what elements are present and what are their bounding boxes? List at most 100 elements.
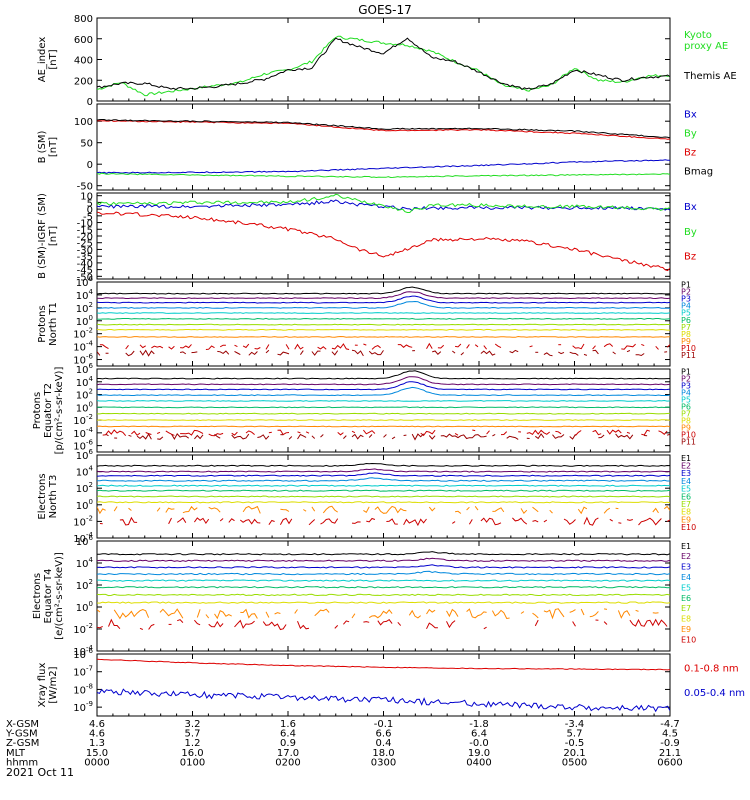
ephemeris-value: -3.4 xyxy=(565,719,585,730)
flux-line-p11 xyxy=(257,434,270,440)
flux-line-p11 xyxy=(331,350,339,356)
flux-line-e9 xyxy=(322,505,338,514)
flux-line-p11 xyxy=(569,434,576,440)
y-tick-label: 10-7 xyxy=(73,665,93,679)
flux-line-p10 xyxy=(500,431,508,436)
legend-label: E8 xyxy=(681,615,691,624)
flux-line-e9 xyxy=(196,609,201,618)
flux-line-p11 xyxy=(428,435,436,440)
ephemeris-value: 3.2 xyxy=(185,719,201,730)
legend-label: P5 xyxy=(681,309,691,318)
flux-line-p10 xyxy=(555,430,562,435)
flux-line-p10 xyxy=(575,430,582,436)
flux-line-p10 xyxy=(621,343,636,350)
flux-line-e6 xyxy=(97,585,670,589)
flux-line-p10 xyxy=(268,431,272,434)
flux-line-p10 xyxy=(655,345,659,350)
flux-line-p3 xyxy=(97,381,670,391)
flux-line-e6 xyxy=(97,489,670,492)
legend-label: E5 xyxy=(681,583,691,592)
flux-line-p10 xyxy=(245,430,255,435)
flux-line-p11 xyxy=(626,350,631,353)
flux-line-p9 xyxy=(97,335,670,338)
flux-line-e10 xyxy=(397,621,402,626)
flux-line-p11 xyxy=(191,351,198,354)
series-line-0-05-0-4-nm xyxy=(97,688,670,713)
legend-label: P9 xyxy=(681,423,691,432)
y-axis-label: Xray flux xyxy=(37,663,48,708)
flux-line-e9 xyxy=(97,506,106,515)
flux-line-p11 xyxy=(343,435,347,439)
legend-label: E7 xyxy=(681,604,691,613)
flux-line-p11 xyxy=(105,433,109,437)
y-tick-label: 100 xyxy=(76,314,93,328)
flux-line-p11 xyxy=(583,353,588,356)
ephemeris-value: 1.3 xyxy=(89,738,105,749)
legend-label: E9 xyxy=(681,515,691,524)
flux-line-e1 xyxy=(97,551,670,556)
flux-line-p11 xyxy=(569,351,579,356)
flux-line-e10 xyxy=(446,620,456,629)
flux-line-p10 xyxy=(139,344,146,349)
y-tick-label: 0 xyxy=(87,160,93,171)
flux-line-e9 xyxy=(543,608,565,620)
legend-label: E4 xyxy=(681,477,691,486)
series-line-bz xyxy=(97,119,670,140)
legend-label: Bmag xyxy=(684,167,713,178)
flux-line-e9 xyxy=(577,506,588,515)
ephemeris-value: 0600 xyxy=(657,757,682,768)
legend-label: proxy AE xyxy=(684,41,728,52)
flux-line-p11 xyxy=(351,349,364,357)
flux-line-e10 xyxy=(239,518,261,525)
flux-line-p10 xyxy=(466,344,470,349)
ephemeris-value: 0200 xyxy=(275,757,300,768)
y-tick-label: -10 xyxy=(77,219,93,230)
flux-line-e9 xyxy=(492,507,505,513)
flux-line-p10 xyxy=(592,345,596,350)
flux-line-e10 xyxy=(176,517,187,523)
flux-line-p4 xyxy=(97,386,670,397)
flux-line-e9 xyxy=(466,608,487,619)
y-tick-label: -45 xyxy=(77,266,93,277)
flux-line-e9 xyxy=(242,505,261,514)
ephemeris-label: X-GSM xyxy=(6,719,39,730)
legend-label: P3 xyxy=(681,295,691,304)
legend-label: P1 xyxy=(681,367,691,376)
flux-line-p9 xyxy=(97,425,670,428)
date-label: 2021 Oct 11 xyxy=(6,766,74,779)
y-tick-label: 104 xyxy=(76,288,94,302)
flux-line-p10 xyxy=(131,430,141,436)
flux-line-p11 xyxy=(368,434,373,438)
flux-line-e4 xyxy=(97,477,670,482)
ephemeris-label: hhmm xyxy=(6,757,38,768)
legend-label: E7 xyxy=(681,500,691,509)
flux-line-e9 xyxy=(311,506,316,512)
flux-line-p10 xyxy=(208,432,224,437)
legend-label: E4 xyxy=(681,573,691,582)
y-tick-label: -40 xyxy=(77,259,93,270)
flux-line-e9 xyxy=(603,507,611,514)
ephemeris-value: 20.1 xyxy=(563,748,585,759)
y-tick-label: 106 xyxy=(76,448,94,462)
ephemeris-value: -0.0 xyxy=(469,738,489,749)
flux-line-p10 xyxy=(641,343,645,347)
series-line-bmag xyxy=(97,119,670,139)
flux-line-e10 xyxy=(583,516,599,526)
flux-line-p4 xyxy=(97,300,670,309)
flux-line-e10 xyxy=(193,517,210,525)
flux-line-e9 xyxy=(113,506,118,512)
y-axis-label: [nT] xyxy=(48,49,59,69)
flux-line-e9 xyxy=(520,508,528,515)
flux-line-e9 xyxy=(274,612,281,615)
legend-label: E6 xyxy=(681,594,691,603)
flux-line-p10 xyxy=(99,344,109,350)
flux-line-p10 xyxy=(151,345,164,349)
y-axis-label: North T1 xyxy=(48,302,59,346)
flux-line-e9 xyxy=(368,609,393,619)
flux-line-e10 xyxy=(366,517,376,523)
flux-line-p11 xyxy=(535,433,545,440)
flux-line-p11 xyxy=(171,433,189,441)
flux-line-p10 xyxy=(420,429,436,437)
